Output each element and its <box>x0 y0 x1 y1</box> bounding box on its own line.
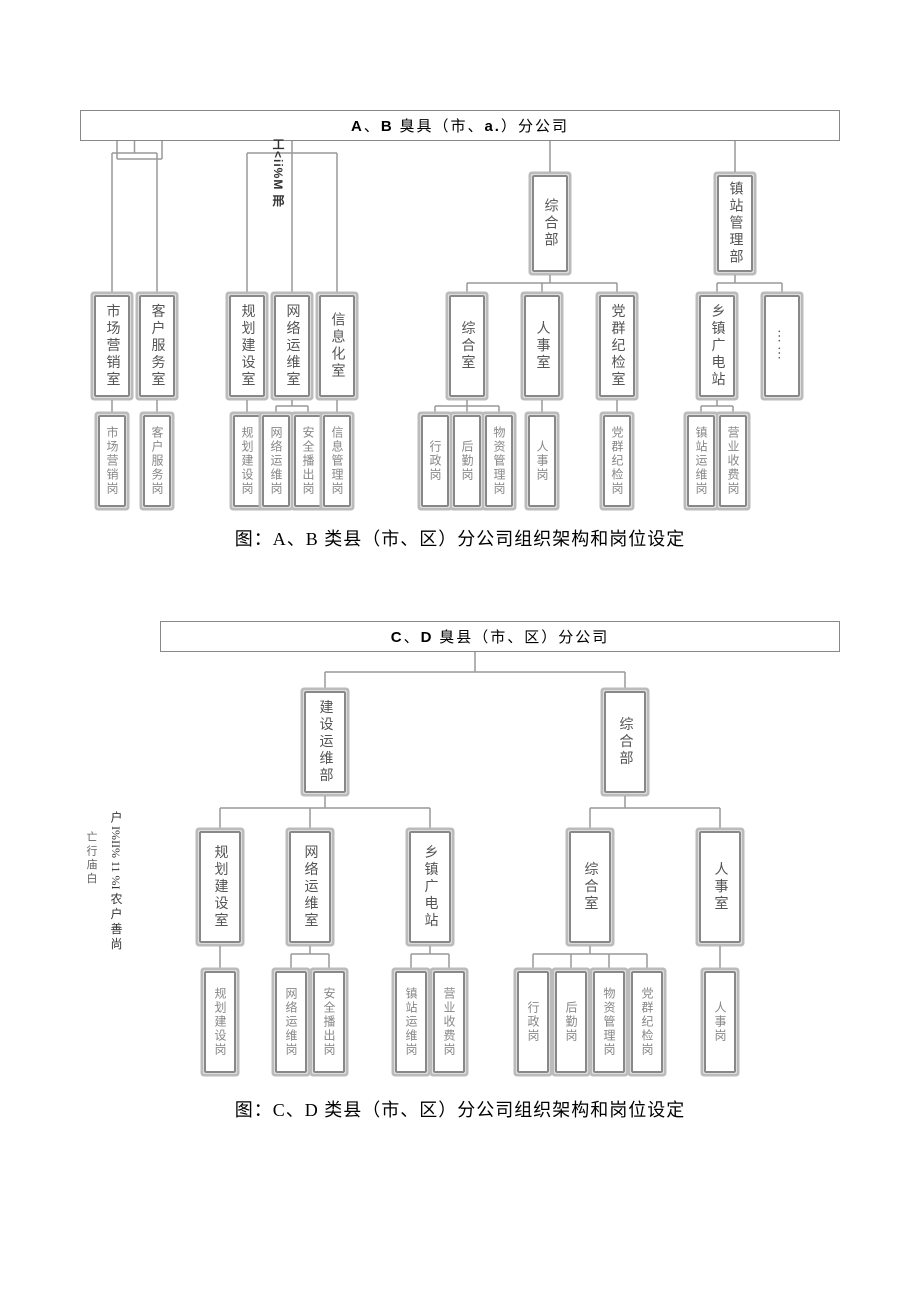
svg-text:市场营销室: 市场营销室 <box>105 303 121 389</box>
title-prefix: A <box>351 118 364 135</box>
svg-text:信息管理岗: 信息管理岗 <box>330 426 344 496</box>
svg-text:综合室: 综合室 <box>583 862 599 913</box>
svg-text:建设运维部: 建设运维部 <box>318 700 334 785</box>
svg-text:网络运维岗: 网络运维岗 <box>269 426 283 496</box>
svg-text:乡镇广电站: 乡镇广电站 <box>423 845 439 930</box>
svg-text:镇站运维岗: 镇站运维岗 <box>694 426 708 496</box>
svg-text:综合部: 综合部 <box>543 198 559 249</box>
svg-text:网络运维室: 网络运维室 <box>285 304 301 389</box>
chart-cd-svg: 建设运维部 综合部规划建设室规划建设岗 网络运维室网络运维岗 安全播出岗 乡镇广电站镇站… <box>80 652 840 1082</box>
chart-cd-caption: 图：C、D 类县（市、区）分公司组织架构和岗位设定 <box>80 1096 840 1122</box>
title-rest: 臭具（市、 <box>399 119 484 135</box>
svg-text:物资管理岗: 物资管理岗 <box>602 987 616 1057</box>
svg-text:市场营销岗: 市场营销岗 <box>105 425 119 496</box>
side-label-a: 工<ii%M 邢 <box>270 138 287 208</box>
chart-ab-svg: 综合部 镇站管理部市场营销室市场营销岗 客户服务室客户服务岗 规划建设室规划建设岗 网络… <box>80 141 840 511</box>
svg-text:党群纪检室: 党群纪检室 <box>610 304 626 389</box>
chart-ab-caption: 图：A、B 类县（市、区）分公司组织架构和岗位设定 <box>80 525 840 551</box>
svg-text:网络运维岗: 网络运维岗 <box>284 987 298 1057</box>
svg-text:后勤岗: 后勤岗 <box>460 440 474 482</box>
svg-text:营业收费岗: 营业收费岗 <box>442 987 456 1057</box>
svg-text:安全播出岗: 安全播出岗 <box>301 425 315 496</box>
svg-text:乡镇广电站: 乡镇广电站 <box>710 304 726 389</box>
chart-ab-wrap: A、B 臭具（市、a.）分公司 工<ii%M 邢 综合部 镇站管理部市场营销室市场… <box>80 110 840 551</box>
svg-text:客户服务室: 客户服务室 <box>150 303 166 389</box>
side-label-b1: 户 I%II% 11 %I 农 户 善 尚 <box>108 811 125 950</box>
svg-text:人事岗: 人事岗 <box>535 440 549 482</box>
svg-text:……: …… <box>775 329 790 363</box>
svg-text:党群纪检岗: 党群纪检岗 <box>610 425 624 496</box>
svg-text:规划建设室: 规划建设室 <box>213 845 229 930</box>
svg-text:镇站运维岗: 镇站运维岗 <box>404 987 418 1057</box>
svg-text:行政岗: 行政岗 <box>526 1001 540 1043</box>
chart-cd-title: C、D 臭县（市、区）分公司 <box>160 621 840 652</box>
title-prefix-b: B <box>381 118 394 135</box>
chart-cd-wrap: C、D 臭县（市、区）分公司 户 I%II% 11 %I 农 户 善 尚 亡 行… <box>80 621 840 1122</box>
svg-text:党群纪检岗: 党群纪检岗 <box>640 986 654 1057</box>
svg-text:规划建设岗: 规划建设岗 <box>240 425 254 496</box>
svg-text:后勤岗: 后勤岗 <box>564 1001 578 1043</box>
svg-text:行政岗: 行政岗 <box>428 440 442 482</box>
svg-text:规划建设岗: 规划建设岗 <box>213 986 227 1057</box>
svg-text:物资管理岗: 物资管理岗 <box>492 426 506 496</box>
svg-text:人事室: 人事室 <box>713 862 729 913</box>
side-label-b2: 亡 行 庙 白 <box>83 831 99 883</box>
svg-text:人事岗: 人事岗 <box>713 1001 727 1043</box>
svg-text:规划建设室: 规划建设室 <box>240 304 256 389</box>
svg-text:网络运维室: 网络运维室 <box>303 845 319 930</box>
svg-text:人事室: 人事室 <box>535 321 551 372</box>
svg-text:信息化室: 信息化室 <box>330 312 346 380</box>
chart-ab-title: A、B 臭具（市、a.）分公司 <box>80 110 840 141</box>
svg-text:综合部: 综合部 <box>618 717 634 768</box>
svg-text:营业收费岗: 营业收费岗 <box>726 426 740 496</box>
svg-text:安全播出岗: 安全播出岗 <box>322 986 336 1057</box>
svg-text:客户服务岗: 客户服务岗 <box>150 425 164 496</box>
svg-text:综合室: 综合室 <box>460 321 476 372</box>
svg-text:镇站管理部: 镇站管理部 <box>728 181 744 266</box>
